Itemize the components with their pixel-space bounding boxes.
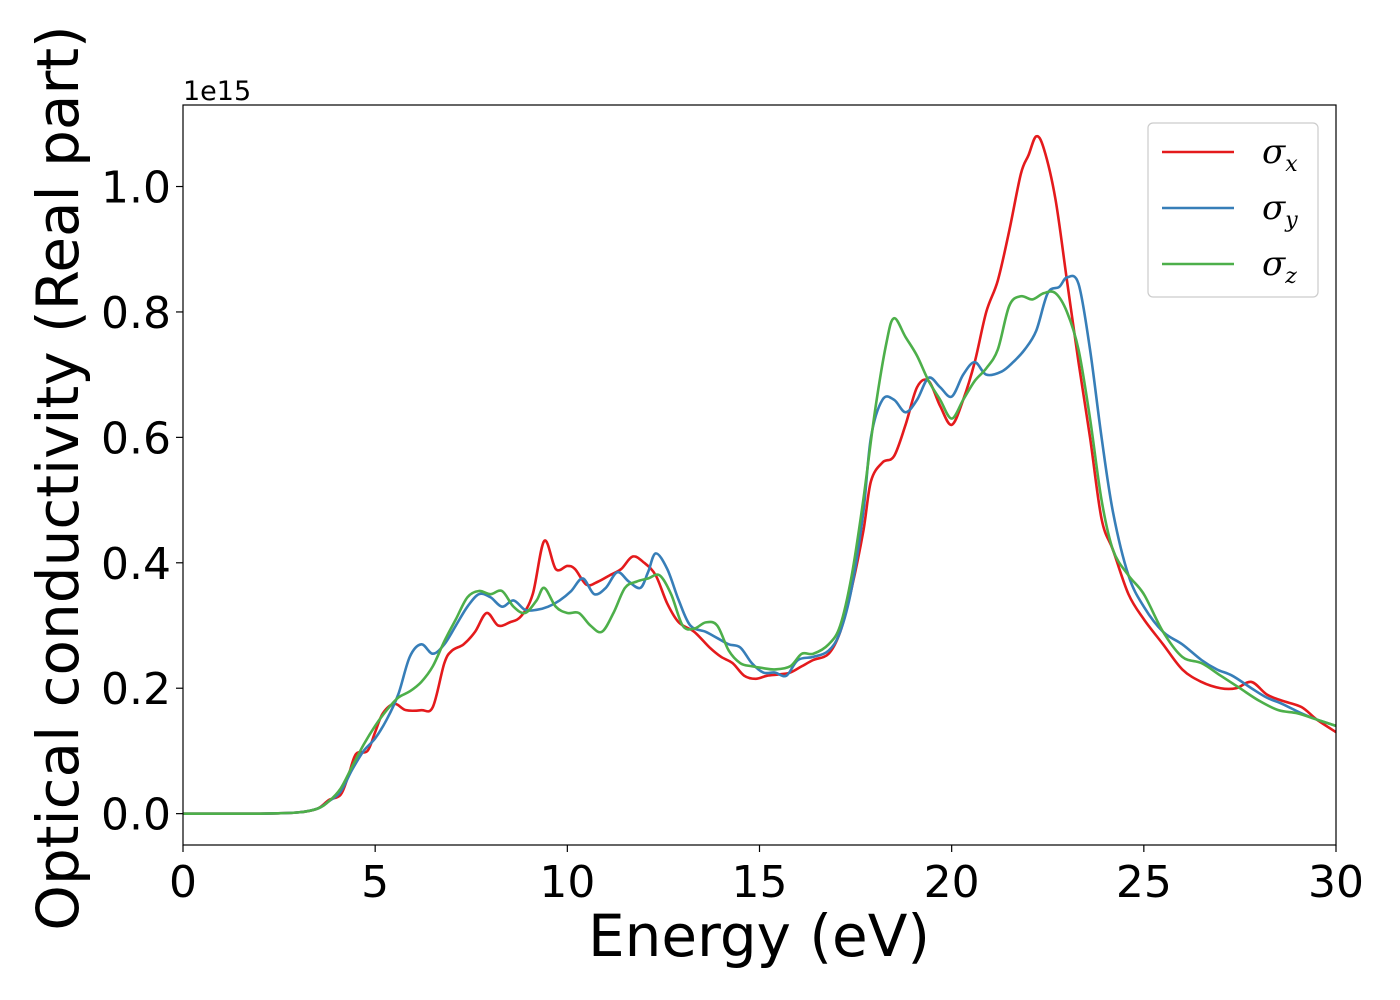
x-tick-label: 5 — [361, 857, 389, 908]
series-line-z — [183, 290, 1336, 816]
x-axis: 0 5 10 15 20 25 30 — [169, 845, 1364, 908]
x-tick-label: 10 — [539, 857, 595, 908]
y-tick-label: 1.0 — [101, 163, 171, 214]
series-line-y — [183, 274, 1336, 816]
x-tick-label: 25 — [1116, 857, 1172, 908]
y-tick-label: 0.8 — [101, 288, 171, 339]
y-tick-label: 0.4 — [101, 539, 171, 590]
x-tick-label: 15 — [732, 857, 788, 908]
legend-label-y: σy — [1262, 188, 1298, 233]
y-tick-label: 0.6 — [101, 413, 171, 464]
series-layer — [183, 134, 1336, 816]
x-tick-label: 0 — [169, 857, 197, 908]
legend-label-x: σx — [1262, 132, 1298, 177]
y-tick-label: 0.0 — [101, 790, 171, 841]
y-axis: 0.0 0.2 0.4 0.6 0.8 1.0 — [101, 163, 183, 841]
legend-box — [1147, 122, 1319, 298]
x-tick-label: 20 — [924, 857, 980, 908]
x-axis-title: Energy (eV) — [588, 902, 930, 970]
y-axis-title: Optical conductivity (Real part) — [24, 25, 92, 930]
y-tick-label: 0.2 — [101, 664, 171, 715]
legend-label-z: σz — [1262, 244, 1297, 289]
y-offset-label: 1e15 — [183, 76, 251, 107]
x-tick-label: 30 — [1308, 857, 1364, 908]
legend: σx σy σz — [1147, 122, 1319, 298]
